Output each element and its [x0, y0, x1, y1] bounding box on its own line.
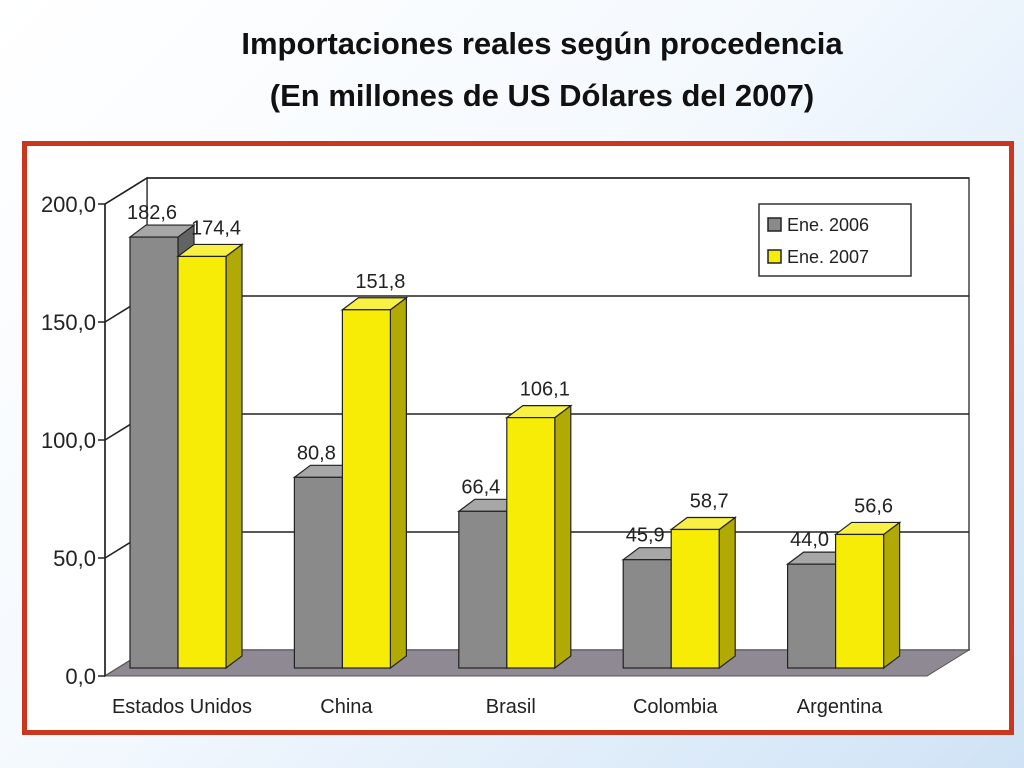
bar-side [554, 404, 572, 670]
chart-title-line-1: Importaciones reales según procedencia [241, 26, 843, 61]
x-tick-label: Colombia [633, 696, 718, 718]
bar-side [882, 521, 901, 670]
x-tick-label: Argentina [797, 696, 883, 718]
y-tick-label: 100,0 [41, 428, 96, 453]
data-label: 56,6 [854, 495, 893, 517]
bar-side [225, 243, 243, 670]
y-tick-label: 50,0 [53, 546, 96, 571]
bar [786, 563, 837, 669]
data-label: 80,8 [297, 442, 336, 464]
bar-side [718, 516, 736, 670]
x-tick-label: Estados Unidos [112, 696, 252, 718]
x-tick-label: Brasil [486, 696, 536, 718]
bar [622, 559, 672, 669]
gridline-side [104, 177, 148, 205]
bar [177, 255, 227, 669]
bar [458, 510, 508, 669]
data-label: 174,4 [191, 217, 241, 239]
bar [834, 533, 885, 669]
data-label: 66,4 [461, 476, 500, 498]
bar [129, 236, 179, 669]
y-tick-label: 150,0 [41, 310, 96, 335]
bar [341, 309, 391, 669]
bar [670, 528, 720, 669]
data-label: 151,8 [355, 271, 405, 293]
legend-label: Ene. 2007 [787, 247, 869, 267]
data-label: 106,1 [520, 379, 570, 401]
chart-title-line-2: (En millones de US Dólares del 2007) [269, 78, 815, 113]
data-label: 44,0 [790, 529, 829, 551]
legend-swatch [767, 249, 782, 264]
bar-chart: 0,0 50,0 100,0 150,0 200,0 182,6 174,4 Estados … [41, 176, 971, 718]
legend-swatch [767, 217, 782, 232]
chart-frame: 0,0 50,0 100,0 150,0 200,0 182,6 174,4 Estados … [22, 141, 1014, 735]
bar [506, 417, 556, 669]
data-label: 182,6 [127, 202, 177, 224]
legend-box [758, 203, 912, 277]
data-label: 58,7 [690, 490, 729, 512]
bar [293, 476, 343, 669]
x-tick-label: China [320, 696, 373, 718]
bar-side [389, 296, 407, 670]
y-tick-label: 0,0 [65, 664, 96, 689]
data-label: 45,9 [626, 525, 665, 547]
y-tick-label: 200,0 [41, 192, 96, 217]
legend-label: Ene. 2006 [787, 215, 869, 235]
